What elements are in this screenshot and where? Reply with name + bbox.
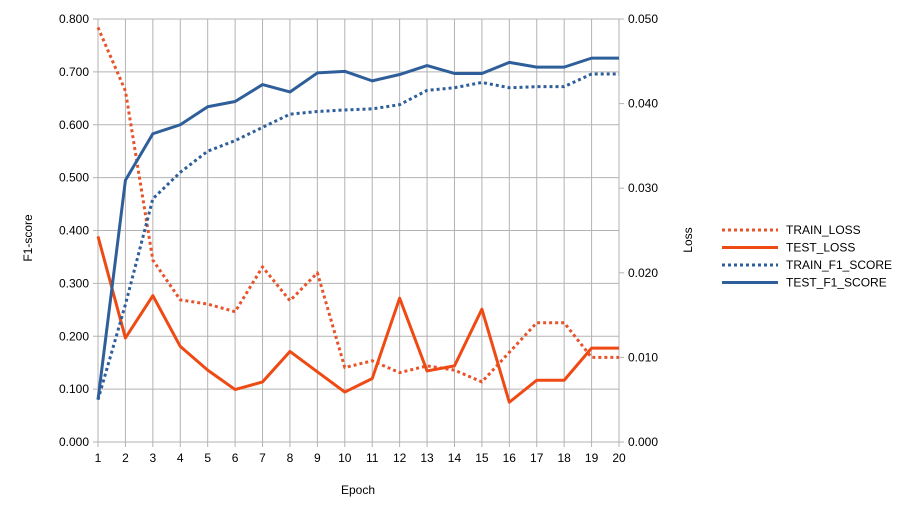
series-lines (96, 26, 619, 404)
series-train-f1-score (96, 72, 619, 401)
x-tick-label: 3 (149, 451, 156, 465)
y-tick-label: 0.700 (59, 65, 89, 79)
legend-label: TEST_F1_SCORE (786, 276, 887, 290)
x-tick-label: 6 (232, 451, 239, 465)
x-tick-label: 16 (503, 451, 517, 465)
y-tick-label: 0.600 (59, 118, 89, 132)
x-tick-label: 19 (585, 451, 599, 465)
gridlines (97, 18, 620, 443)
x-tick-label: 5 (204, 451, 211, 465)
y2-tick-label: 0.030 (628, 181, 658, 195)
x-tick-label: 13 (420, 451, 434, 465)
series-train-loss (96, 26, 619, 384)
x-tick-label: 18 (557, 451, 571, 465)
legend: TRAIN_LOSS TEST_LOSS TRAIN_F1_SCORE TEST_F1… (722, 223, 892, 290)
y-axis-title: F1-score (21, 214, 35, 262)
x-tick-label: 17 (530, 451, 544, 465)
y2-axis-title: Loss (681, 227, 695, 252)
series-test-loss (96, 236, 619, 404)
y2-tick-label: 0.040 (628, 97, 658, 111)
y-tick-label: 0.800 (59, 12, 89, 26)
x-axis-title: Epoch (341, 483, 375, 497)
right-axis-ticks: 0.000 0.010 0.020 0.030 0.040 0.050 (619, 12, 658, 449)
y2-tick-label: 0.000 (628, 435, 658, 449)
x-tick-label: 15 (475, 451, 489, 465)
y2-tick-label: 0.050 (628, 12, 658, 26)
y-tick-label: 0.300 (59, 276, 89, 290)
x-tick-label: 8 (287, 451, 294, 465)
y2-tick-label: 0.020 (628, 266, 658, 280)
y-tick-label: 0.500 (59, 171, 89, 185)
y-tick-label: 0.000 (59, 435, 89, 449)
x-tick-label: 1 (95, 451, 102, 465)
y-tick-label: 0.100 (59, 382, 89, 396)
x-tick-label: 7 (259, 451, 266, 465)
legend-label: TEST_LOSS (786, 241, 855, 255)
left-axis-ticks: 0.000 0.100 0.200 0.300 0.400 0.500 0.600 0.700… (59, 12, 98, 449)
x-tick-label: 2 (122, 451, 129, 465)
x-tick-label: 12 (393, 451, 407, 465)
x-tick-label: 14 (448, 451, 462, 465)
y-tick-label: 0.200 (59, 329, 89, 343)
legend-label: TRAIN_LOSS (786, 223, 861, 237)
y-tick-label: 0.400 (59, 224, 89, 238)
series-test-f1-score (96, 56, 619, 400)
x-tick-label: 20 (612, 451, 626, 465)
x-tick-label: 10 (338, 451, 352, 465)
legend-label: TRAIN_F1_SCORE (786, 258, 892, 272)
x-axis-ticks: 1 2 3 4 5 6 7 8 9 10 11 12 13 14 15 16 17 18 19 20 (95, 442, 626, 465)
x-tick-label: 11 (366, 451, 379, 465)
x-tick-label: 4 (177, 451, 184, 465)
y2-tick-label: 0.010 (628, 350, 658, 364)
x-tick-label: 9 (314, 451, 321, 465)
